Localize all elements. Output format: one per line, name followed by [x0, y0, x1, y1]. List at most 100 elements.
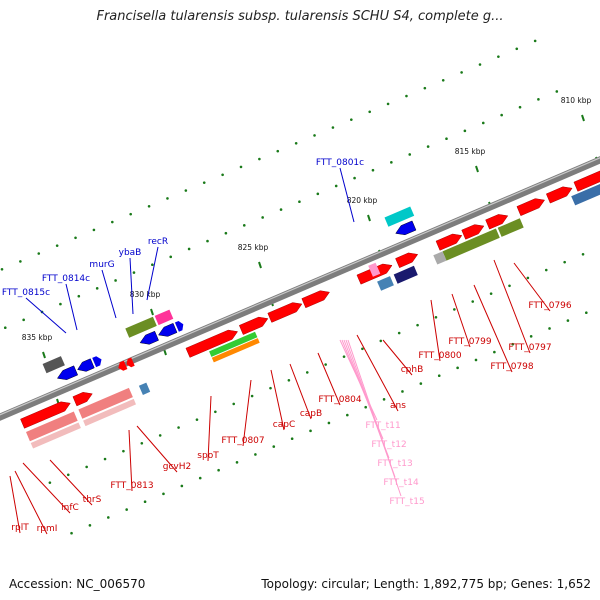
gene-label-FTT_0801c-leader — [339, 167, 355, 223]
gene-labels: FTT_0815c FTT_0814c murG ybaB recR FTT_0801c F… — [2, 158, 572, 535]
gene-label-FTT_0800: FTT_0800 — [418, 351, 462, 361]
scale-dot — [111, 220, 114, 224]
gene-label-gcvH2: gcvH2 — [163, 462, 191, 472]
scale-dot — [511, 342, 515, 346]
scale-dot — [371, 168, 375, 172]
gene-label-capC: capC — [273, 420, 295, 430]
scale-dot — [19, 260, 22, 263]
reverse-cds-arrow — [92, 356, 102, 368]
scale-dot — [279, 208, 283, 211]
scale-dot — [272, 445, 276, 448]
scale-dot — [294, 141, 298, 145]
scale-dot — [132, 271, 136, 274]
scale-dot — [95, 287, 99, 290]
scale-dot — [48, 481, 52, 484]
gene-label-FTT_0799-leader — [451, 293, 471, 348]
gene-label-recR: recR — [148, 237, 168, 247]
scale-dot — [313, 134, 316, 137]
forward-cds-arrow — [516, 198, 546, 217]
reverse-cds-arrow — [158, 322, 178, 337]
orange-feature-box — [211, 338, 260, 363]
gene-label-murG: murG — [89, 260, 114, 270]
scale-dot — [497, 55, 500, 58]
gene-label-FTT_0798-leader — [473, 284, 513, 373]
scale-dot — [239, 165, 243, 169]
tick-label: 830 kbp — [130, 290, 161, 299]
scale-dot — [581, 252, 585, 256]
scale-dot — [500, 113, 503, 117]
tick-label: 815 kbp — [455, 147, 486, 156]
scale-dot — [416, 323, 419, 327]
scale-dot — [563, 260, 566, 264]
navy-feature-box — [393, 265, 418, 284]
scale-dot — [379, 339, 383, 343]
gene-label-rpmI-leader — [14, 470, 48, 535]
scale-dot — [368, 110, 371, 114]
scale-dot — [481, 121, 485, 125]
scale-dot — [471, 300, 475, 303]
forward-cds-arrow — [485, 214, 509, 230]
scale-dot — [232, 402, 236, 406]
scale-dot — [544, 268, 548, 272]
scale-dot — [537, 98, 540, 101]
gene-label-spoT: spoT — [197, 451, 219, 461]
forward-cds-arrow — [126, 357, 135, 368]
forward-cds-arrow — [301, 290, 330, 309]
gene-label-FTT_0815c-leader — [25, 297, 67, 334]
scale-dot — [350, 118, 353, 121]
scale-ruler: 810 kbp 815 kbp 820 kbp 825 kbp 830 kbp 835 k… — [0, 39, 599, 535]
tick-mark — [475, 165, 479, 173]
scale-dot — [463, 129, 467, 133]
trna-label-FTT_t15: FTT_t15 — [389, 497, 424, 507]
scale-dot — [390, 161, 393, 164]
scale-dot — [364, 405, 367, 409]
scale-dot — [529, 335, 533, 338]
olive-feature-box — [442, 228, 500, 261]
gene-label-FTT_0796-leader — [513, 262, 551, 312]
trna-feature-box — [368, 262, 381, 277]
scale-dot — [85, 465, 88, 469]
scale-dot — [566, 319, 570, 322]
gene-label-FTT_0813-leader — [128, 429, 133, 492]
scale-dot — [3, 326, 7, 330]
steelblue-feature-box — [138, 382, 151, 395]
gene-label-ybaB-leader — [129, 257, 134, 315]
gene-label-infC-leader — [22, 462, 71, 514]
scale-dot — [445, 137, 448, 141]
gene-label-FTT_0815c: FTT_0815c — [2, 288, 50, 298]
gene-label-recR-leader — [146, 246, 159, 301]
green-feature-box — [209, 331, 258, 357]
scale-dot — [140, 441, 144, 445]
gene-label-thrS-leader — [49, 459, 93, 506]
forward-cds-arrow — [72, 392, 93, 407]
scale-dot — [324, 363, 327, 366]
backbone — [0, 156, 600, 421]
tick-mark — [150, 308, 154, 316]
gene-label-FTT_0796: FTT_0796 — [528, 301, 572, 311]
gene-track-box — [78, 387, 133, 419]
trna-label-FTT_t14: FTT_t14 — [383, 478, 419, 488]
scale-dot — [269, 386, 272, 390]
tick-label: 825 kbp — [238, 243, 269, 252]
gene-label-ans: ans — [390, 401, 406, 411]
scale-dot — [408, 153, 412, 156]
scale-dot — [290, 437, 294, 441]
scale-dot — [158, 434, 162, 437]
scale-dot — [309, 429, 312, 433]
gene-label-FTT_0814c-leader — [65, 283, 78, 331]
scale-dot — [493, 350, 496, 354]
scale-dot — [434, 315, 438, 319]
scale-dot — [346, 413, 349, 417]
scale-dot — [162, 492, 165, 496]
scale-dot — [585, 311, 588, 315]
scale-dot — [258, 157, 261, 161]
tick-mark — [581, 114, 585, 122]
scale-dot — [122, 449, 125, 453]
trna-label-FTT_t12: FTT_t12 — [371, 440, 406, 450]
accession-text: Accession: NC_006570 — [9, 577, 146, 591]
reverse-cds-arrow — [77, 358, 95, 372]
forward-cds-arrow — [461, 224, 485, 240]
gene-label-ans-leader — [356, 334, 399, 412]
scale-dot — [254, 453, 257, 456]
